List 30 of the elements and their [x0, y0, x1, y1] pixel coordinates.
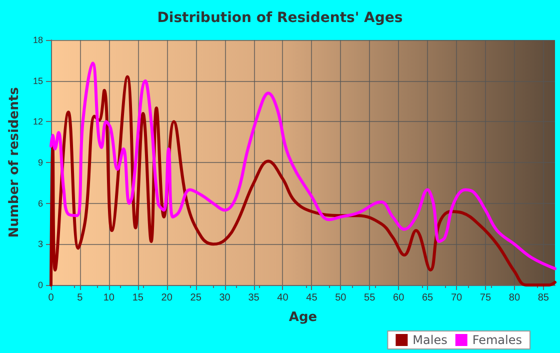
x-tick-label: 30 [219, 292, 231, 304]
y-tick-label: 0 [38, 280, 43, 290]
y-tick-label: 15 [32, 76, 43, 86]
y-axis-title: Number of residents [7, 86, 22, 238]
y-tick-label: 9 [38, 158, 43, 168]
x-tick-label: 0 [48, 292, 54, 304]
x-tick-label: 80 [508, 292, 520, 304]
y-tick-label: 12 [32, 116, 43, 127]
x-tick-label: 15 [132, 292, 144, 304]
legend-label: Males [412, 333, 448, 347]
x-tick-label: 60 [393, 292, 405, 304]
x-tick-label: 40 [277, 292, 289, 304]
y-tick-label: 18 [32, 35, 43, 45]
chart-title: Distribution of Residents' Ages [157, 10, 403, 26]
x-tick-label: 65 [422, 292, 434, 304]
x-tick-label: 75 [480, 292, 492, 304]
x-tick-label: 20 [161, 292, 173, 304]
x-tick-label: 70 [450, 292, 463, 304]
y-tick-label: 6 [38, 198, 43, 208]
x-tick-label: 50 [335, 292, 347, 304]
x-tick-label: 10 [103, 292, 115, 304]
legend-label: Females [472, 333, 522, 347]
x-tick-label: 25 [190, 292, 202, 304]
y-tick-label: 3 [38, 239, 43, 250]
x-tick-label: 45 [306, 292, 318, 304]
x-tick-label: 35 [248, 292, 260, 304]
x-tick-label: 5 [77, 292, 84, 304]
x-tick-label: 55 [364, 292, 376, 304]
x-tick-label: 85 [538, 292, 550, 304]
x-axis-title: Age [288, 310, 318, 325]
